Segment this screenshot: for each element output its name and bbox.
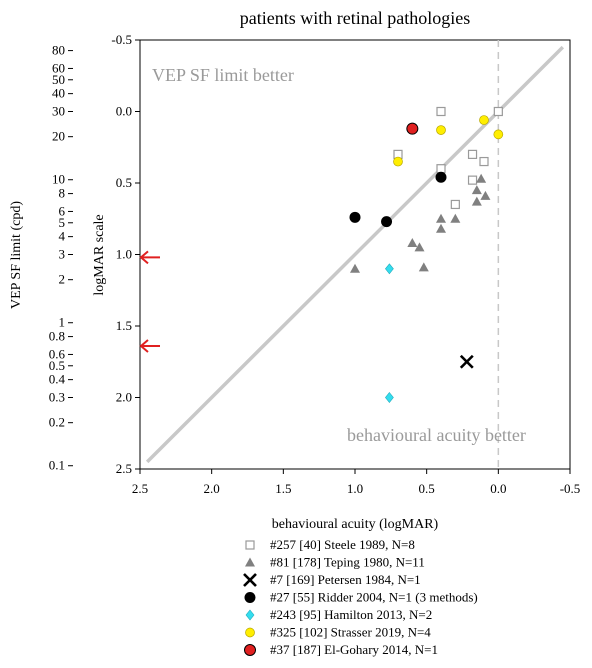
legend: #257 [40] Steele 1989, N=8 #81 [178] Tepi…	[243, 537, 478, 657]
data-point	[385, 392, 394, 403]
legend-marker	[244, 592, 256, 603]
cpd-tick-label: 0.1	[49, 458, 65, 473]
cpd-tick-label: 1	[59, 315, 66, 330]
identity-line	[145, 45, 565, 464]
cross-stroke	[243, 573, 257, 587]
cross-stroke	[459, 354, 474, 369]
data-point	[467, 149, 478, 159]
cpd-tick-label: 0.3	[49, 390, 65, 405]
red-arrow-icon	[139, 250, 160, 265]
cpd-tick-label: 2	[59, 272, 66, 287]
data-point	[436, 164, 446, 174]
y-tick-label: 1.5	[116, 318, 132, 333]
y-tick-label: 2.0	[116, 390, 132, 405]
cpd-tick-label: 60	[52, 60, 65, 75]
cpd-tick-label: 6	[59, 203, 66, 218]
cpd-tick-label: 20	[52, 129, 65, 144]
data-point	[476, 173, 487, 183]
data-point	[418, 262, 429, 272]
y-tick-label: 1.0	[116, 247, 132, 262]
x-tick-label: -0.5	[560, 481, 581, 496]
data-point	[407, 238, 418, 248]
legend-entry: #37 [187] El-Gohary 2014, N=1	[270, 642, 438, 657]
cpd-tick-label: 30	[52, 104, 65, 119]
data-point	[436, 213, 446, 223]
data-point	[450, 213, 461, 223]
cpd-tick-label: 5	[59, 215, 66, 230]
x-tick-label: 1.5	[275, 481, 291, 496]
y-axis-label-logmar: logMAR scale	[92, 214, 107, 295]
data-point	[436, 106, 446, 117]
x-tick-label: 1.0	[347, 481, 363, 496]
cpd-tick-label: 0.8	[49, 329, 65, 344]
data-point	[350, 263, 360, 273]
cpd-tick-label: 0.2	[49, 415, 65, 430]
legend-marker	[245, 540, 255, 550]
data-point	[467, 175, 478, 185]
cpd-tick-label: 50	[52, 72, 65, 87]
legend-marker	[245, 627, 255, 638]
legend-marker	[245, 557, 255, 567]
data-point	[381, 216, 393, 228]
cpd-tick-label: 0.4	[49, 372, 66, 387]
data-point	[414, 242, 425, 252]
legend-entry: #257 [40] Steele 1989, N=8	[270, 537, 415, 552]
plot-decor	[145, 40, 565, 469]
data-point	[435, 171, 447, 183]
cpd-tick-label: 0.6	[49, 346, 66, 361]
data-point	[471, 196, 482, 206]
cpd-tick-label: 0.5	[49, 358, 65, 373]
data-point	[436, 125, 446, 135]
cpd-tick-label: 80	[52, 43, 65, 58]
y-axis-label-cpd: VEP SF limit (cpd)	[9, 201, 24, 309]
red-arrow-icon	[139, 339, 160, 353]
data-point	[406, 122, 419, 135]
y-tick-label: 0.0	[116, 104, 132, 119]
arrow-head	[139, 339, 149, 353]
region-label-vep-better: VEP SF limit better	[152, 65, 294, 85]
data-point	[493, 106, 503, 117]
data-point	[459, 354, 474, 369]
legend-entry: #81 [178] Teping 1980, N=11	[270, 555, 425, 570]
cpd-tick-label: 10	[52, 172, 65, 187]
data-point	[493, 129, 504, 140]
axis-ticks: 2.5 2.0 1.5 1.0 0.5 0.0 -0.5 -0.5 0.0 0.5 1.0 1.5 2.…	[49, 32, 581, 496]
y-tick-label: -0.5	[111, 32, 132, 47]
x-tick-label: 0.0	[490, 481, 506, 496]
data-point	[385, 263, 394, 275]
data-point	[393, 156, 403, 167]
data-point	[471, 185, 482, 195]
x-axis-label: behavioural acuity (logMAR)	[272, 517, 439, 532]
legend-entry: #7 [169] Petersen 1984, N=1	[270, 572, 421, 587]
x-tick-label: 0.5	[419, 481, 435, 496]
legend-entry: #243 [95] Hamilton 2013, N=2	[270, 607, 432, 622]
chart-title: patients with retinal pathologies	[240, 8, 470, 28]
cpd-tick-label: 8	[59, 186, 66, 201]
cpd-tick-label: 3	[59, 247, 66, 262]
data-point	[479, 115, 489, 125]
data-point	[436, 223, 446, 233]
cpd-tick-label: 4	[59, 229, 66, 244]
data-point	[450, 199, 460, 210]
data-point	[480, 190, 491, 200]
y-tick-label: 0.5	[116, 175, 132, 190]
legend-marker	[244, 644, 256, 656]
data-point	[349, 211, 361, 223]
data-point	[479, 156, 489, 167]
legend-entry: #27 [55] Ridder 2004, N=1 (3 methods)	[270, 590, 478, 605]
legend-entry: #325 [102] Strasser 2019, N=4	[270, 625, 431, 640]
x-tick-label: 2.0	[204, 481, 220, 496]
cpd-tick-label: 40	[52, 86, 65, 101]
arrow-head	[139, 250, 149, 265]
legend-marker	[245, 609, 255, 621]
y-tick-label: 2.5	[116, 461, 132, 476]
legend-marker	[243, 573, 257, 587]
data-points	[349, 106, 504, 403]
region-label-behavioural-better: behavioural acuity better	[347, 425, 526, 445]
x-tick-label: 2.5	[132, 481, 148, 496]
